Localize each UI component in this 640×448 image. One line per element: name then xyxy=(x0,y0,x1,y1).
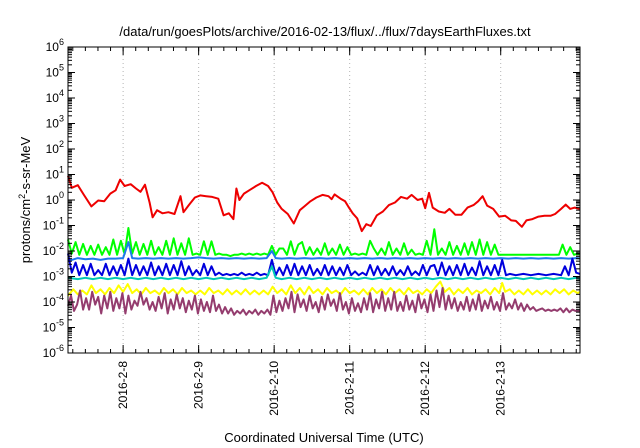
x-axis: 2016-2-8 2016-2-9 2016-2-10 2016-2-11 2016-2… xyxy=(72,47,577,416)
series-line-1 xyxy=(67,175,581,233)
y-tick-label: 103 xyxy=(46,114,64,131)
series-line-2 xyxy=(67,227,581,258)
y-tick-label-base: 10 xyxy=(43,346,57,360)
x-tick-label: 2016-2-13 xyxy=(494,361,508,416)
y-tick-label: 10-4 xyxy=(43,292,64,309)
x-tick-label: 2016-2-10 xyxy=(267,361,281,416)
series-layer xyxy=(67,175,581,316)
y-tick-label-base: 10 xyxy=(43,321,57,335)
y-axis-label-pre: protons/cm xyxy=(18,199,33,263)
y-tick-label-exp: 0 xyxy=(59,190,64,200)
y-tick-label: 106 xyxy=(46,37,64,54)
y-tick-label-exp: -3 xyxy=(56,267,64,277)
y-tick-label-base: 10 xyxy=(46,168,60,182)
y-tick-label: 102 xyxy=(46,139,64,156)
series-line-5 xyxy=(67,265,581,281)
y-tick-label: 10-1 xyxy=(43,216,64,233)
x-tick-label: 2016-2-8 xyxy=(116,361,130,409)
y-tick-label-base: 10 xyxy=(46,66,60,80)
y-tick-label-exp: -1 xyxy=(56,216,64,226)
y-tick-label-base: 10 xyxy=(43,219,57,233)
y-axis-label-post: -s-sr-MeV xyxy=(18,136,33,193)
y-axis-label: protons/cm2-s-sr-MeV xyxy=(17,136,33,263)
y-tick-label-exp: -6 xyxy=(56,343,64,353)
grid xyxy=(122,47,502,353)
y-tick-label-base: 10 xyxy=(46,40,60,54)
y-tick-label: 10-5 xyxy=(43,318,64,335)
y-tick-label-exp: 4 xyxy=(59,88,64,98)
y-tick-label-base: 10 xyxy=(46,193,60,207)
y-tick-label-exp: -2 xyxy=(56,241,64,251)
chart-title: /data/run/goesPlots/archive/2016-02-13/f… xyxy=(119,24,531,39)
y-axis: 10-610-510-410-310-210-11001011021031041… xyxy=(43,37,580,360)
y-tick-label: 10-6 xyxy=(43,343,64,360)
x-axis-label: Coordinated Universal Time (UTC) xyxy=(224,430,423,445)
y-tick-label-base: 10 xyxy=(46,142,60,156)
y-tick-label-base: 10 xyxy=(43,244,57,258)
series-line-4 xyxy=(67,253,581,277)
y-tick-label-base: 10 xyxy=(43,295,57,309)
y-tick-label-exp: 1 xyxy=(59,165,64,175)
x-tick-label: 2016-2-12 xyxy=(418,361,432,416)
y-tick-label: 100 xyxy=(46,190,64,207)
y-tick-label-exp: 3 xyxy=(59,114,64,124)
series-line-7 xyxy=(67,287,580,316)
y-tick-label: 10-3 xyxy=(43,267,64,284)
y-tick-label: 10-2 xyxy=(43,241,64,258)
y-tick-label: 101 xyxy=(46,165,64,182)
y-tick-label-exp: 6 xyxy=(59,37,64,47)
y-tick-label-exp: -4 xyxy=(56,292,64,302)
y-tick-label-base: 10 xyxy=(46,91,60,105)
x-tick-label: 2016-2-11 xyxy=(343,361,357,415)
y-tick-label-exp: 5 xyxy=(59,63,64,73)
y-tick-label: 104 xyxy=(46,88,64,105)
y-tick-label-base: 10 xyxy=(43,270,57,284)
x-tick-label: 2016-2-9 xyxy=(192,361,206,409)
y-axis-label-sup: 2 xyxy=(17,194,27,199)
series-line-6 xyxy=(67,280,581,297)
series-line-3 xyxy=(67,241,581,261)
y-tick-label: 105 xyxy=(46,63,64,80)
y-tick-label-exp: 2 xyxy=(59,139,64,149)
y-tick-label-exp: -5 xyxy=(56,318,64,328)
y-tick-label-base: 10 xyxy=(46,117,60,131)
